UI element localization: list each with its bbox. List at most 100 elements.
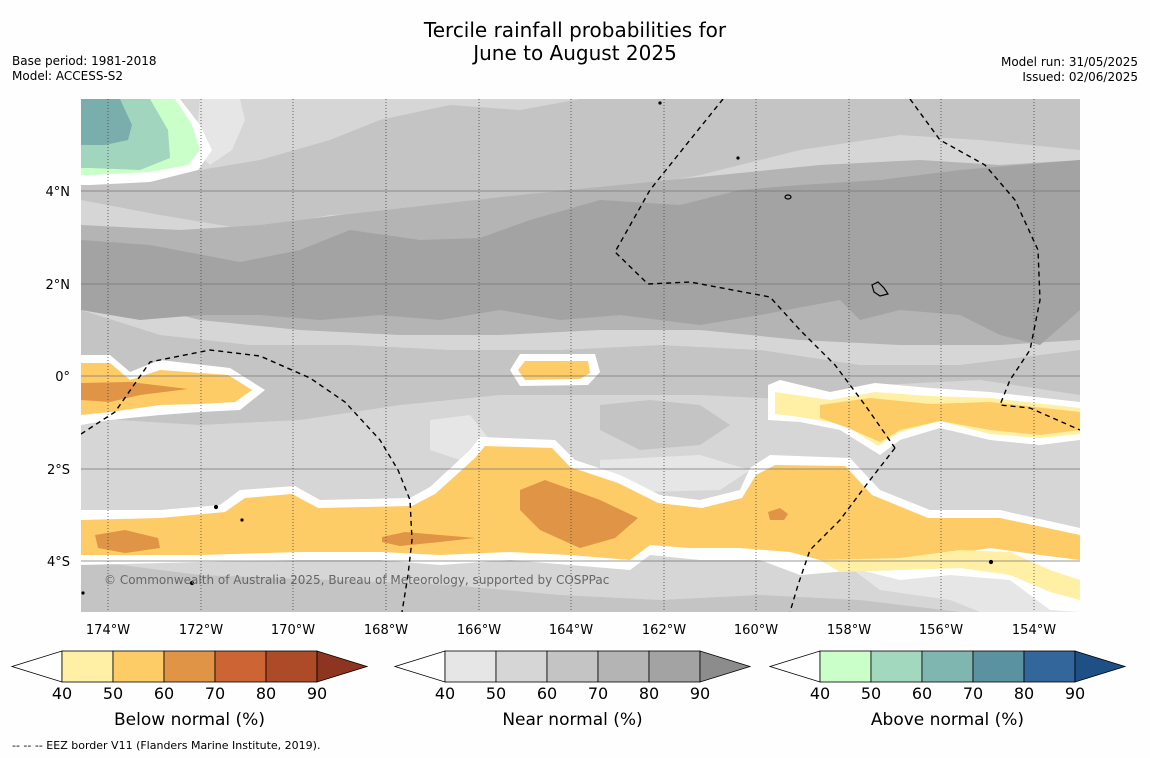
island-marker xyxy=(784,194,792,200)
lon-label: 156°W xyxy=(919,623,963,638)
near-normal-colorbar-title: Near normal (%) xyxy=(502,710,642,730)
above-normal-colorbar-segment xyxy=(819,650,872,683)
near-normal-colorbar-tick-label: 60 xyxy=(537,684,557,703)
below-normal-colorbar-tick-label: 40 xyxy=(52,684,72,703)
islands xyxy=(81,101,994,595)
lon-label: 160°W xyxy=(734,623,778,638)
longitude-labels: 174°W 172°W 170°W 168°W 166°W 164°W 162°… xyxy=(86,623,1056,638)
lat-label: 2°S xyxy=(47,463,70,478)
below-normal-colorbar-segment xyxy=(163,650,216,683)
lon-label: 170°W xyxy=(271,623,315,638)
above-normal-colorbar-tick-label: 90 xyxy=(1065,684,1085,703)
below-normal-colorbar-tick-label: 70 xyxy=(205,684,225,703)
island-marker xyxy=(189,580,195,586)
eez-border-kiribati-phoenix xyxy=(81,349,413,612)
near-normal-colorbar-over-extension xyxy=(699,650,752,683)
above-normal-colorbar-tick-label: 80 xyxy=(1014,684,1034,703)
lon-label: 158°W xyxy=(827,623,871,638)
near-normal-colorbar-segment xyxy=(444,650,497,683)
below-normal-70-region xyxy=(95,530,160,553)
below-normal-60-region xyxy=(518,361,590,380)
island-marker xyxy=(658,101,662,105)
near-normal-colorbar-under-extension xyxy=(393,650,446,683)
eez-border-line-islands-west xyxy=(614,99,896,449)
map-title: Tercile rainfall probabilities for June … xyxy=(0,19,1150,65)
near-normal-60-region xyxy=(600,400,730,450)
near-normal-colorbar-tick-label: 50 xyxy=(486,684,506,703)
lon-label: 166°W xyxy=(457,623,501,638)
near-normal-60-region xyxy=(81,99,1080,230)
above-normal-colorbar-segment xyxy=(921,650,974,683)
below-normal-colorbar-segment xyxy=(265,650,318,683)
latitude-labels: 4°N 2°N 0° 2°S 4°S xyxy=(46,185,71,570)
lat-label: 2°N xyxy=(46,278,71,293)
above-normal-colorbar-segment xyxy=(972,650,1025,683)
lon-label: 162°W xyxy=(642,623,686,638)
lat-label: 4°S xyxy=(47,555,70,570)
island-marker xyxy=(213,504,219,510)
island-marker xyxy=(736,156,740,160)
above-normal-colorbar-title: Above normal (%) xyxy=(871,710,1024,730)
island-marker xyxy=(988,559,994,565)
above-normal-colorbar-tick-label: 50 xyxy=(861,684,881,703)
above-normal-colorbar-over-extension xyxy=(1074,650,1127,683)
below-normal-colorbar-tick-label: 80 xyxy=(256,684,276,703)
below-normal-colorbar-segment xyxy=(61,650,114,683)
below-normal-colorbar-tick-label: 60 xyxy=(154,684,174,703)
lon-label: 164°W xyxy=(549,623,593,638)
colorbars: 40 50 60 70 80 90 Below normal (%) 40 50 60 70 80 90… xyxy=(10,650,1127,730)
below-normal-colorbar-over-extension xyxy=(316,650,369,683)
eez-borders xyxy=(81,99,1080,612)
below-normal-colorbar-tick-label: 50 xyxy=(103,684,123,703)
above-normal-colorbar-segment xyxy=(870,650,923,683)
eez-border-line-islands-south xyxy=(789,447,896,612)
below-normal-60-region xyxy=(820,398,1080,442)
below-normal-70-region xyxy=(382,532,475,546)
above-normal-colorbar-tick-label: 40 xyxy=(810,684,830,703)
lon-label: 172°W xyxy=(179,623,223,638)
near-normal-colorbar-tick-label: 90 xyxy=(690,684,710,703)
above-normal-colorbar-tick-label: 60 xyxy=(912,684,932,703)
lon-label: 174°W xyxy=(86,623,130,638)
lon-label: 154°W xyxy=(1012,623,1056,638)
above-normal-colorbar: 40 50 60 70 80 90 Above normal (%) xyxy=(768,650,1127,730)
map-plot-area xyxy=(81,99,1080,612)
above-normal-colorbar-tick-label: 70 xyxy=(963,684,983,703)
near-normal-colorbar-segment xyxy=(648,650,701,683)
above-normal-colorbar-under-extension xyxy=(768,650,821,683)
near-normal-40-region xyxy=(600,455,750,492)
eez-border-line-islands-east xyxy=(909,99,1080,431)
above-normal-colorbar-segment xyxy=(1023,650,1076,683)
eez-footnote: -- -- -- EEZ border V11 (Flanders Marine… xyxy=(12,739,321,752)
island-marker xyxy=(240,518,244,522)
meta-right: Model run: 31/05/2025 Issued: 02/06/2025 xyxy=(1001,55,1138,85)
island-marker xyxy=(871,281,889,297)
below-normal-colorbar-title: Below normal (%) xyxy=(114,710,265,730)
below-normal-colorbar-tick-label: 90 xyxy=(307,684,327,703)
near-normal-colorbar-segment xyxy=(546,650,599,683)
below-normal-colorbar-segment xyxy=(214,650,267,683)
below-normal-70-region xyxy=(768,508,788,520)
below-normal-colorbar-segment xyxy=(112,650,165,683)
island-marker xyxy=(81,591,85,595)
title-line-2: June to August 2025 xyxy=(473,41,677,65)
meta-left: Base period: 1981-2018 Model: ACCESS-S2 xyxy=(12,54,157,84)
model-name: Model: ACCESS-S2 xyxy=(12,69,124,83)
near-normal-colorbar-segment xyxy=(597,650,650,683)
near-normal-80-region xyxy=(81,160,1080,345)
near-normal-colorbar-segment xyxy=(495,650,548,683)
issued-date: Issued: 02/06/2025 xyxy=(1022,70,1138,84)
model-run: Model run: 31/05/2025 xyxy=(1000,55,1138,69)
near-normal-colorbar-tick-label: 40 xyxy=(435,684,455,703)
below-normal-colorbar: 40 50 60 70 80 90 Below normal (%) xyxy=(10,650,369,730)
title-line-1: Tercile rainfall probabilities for xyxy=(423,18,727,42)
copyright-notice: © Commonwealth of Australia 2025, Bureau… xyxy=(104,573,609,587)
base-period: Base period: 1981-2018 xyxy=(12,54,157,68)
above-normal-70-region xyxy=(81,99,132,145)
lon-label: 168°W xyxy=(364,623,408,638)
below-normal-colorbar-under-extension xyxy=(10,650,63,683)
below-normal-50-region xyxy=(820,550,1080,600)
lat-label: 0° xyxy=(55,370,70,385)
near-normal-colorbar-tick-label: 80 xyxy=(639,684,659,703)
